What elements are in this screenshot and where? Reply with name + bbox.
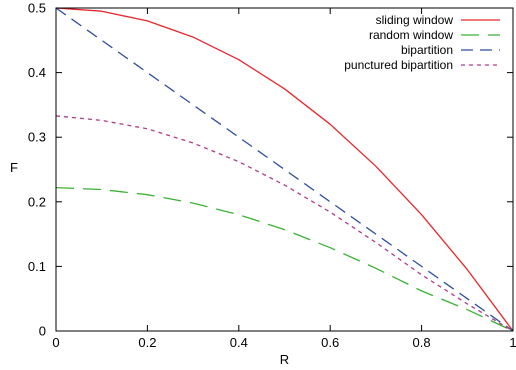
ticks-layer: 0 0.2 0.4 0.6 0.8 1 0 0.1 0.2 0.3 0.4 0.5	[28, 1, 516, 351]
legend-label: random window	[369, 28, 453, 42]
y-tick-label: 0	[39, 324, 46, 339]
x-tick-label: 0.2	[138, 335, 156, 350]
y-tick-label: 0.1	[28, 259, 46, 274]
x-tick-label: 0.6	[321, 335, 339, 350]
plot-frame	[55, 7, 514, 332]
x-axis-label: R	[280, 352, 289, 367]
series-line-punctured-bipartition	[55, 115, 514, 332]
series-line-bipartition	[55, 7, 514, 332]
y-tick-label: 0.5	[28, 1, 46, 16]
series-line-sliding-window	[55, 7, 514, 332]
x-tick-label: 0	[52, 335, 59, 350]
y-tick-label: 0.3	[28, 130, 46, 145]
x-tick-label: 0.4	[230, 335, 248, 350]
legend-label: punctured bipartition	[344, 58, 453, 72]
series-layer	[55, 7, 514, 332]
legend-label: sliding window	[376, 13, 454, 27]
series-line-random-window	[55, 186, 514, 332]
y-tick-label: 0.2	[28, 194, 46, 209]
x-tick-label: 0.8	[413, 335, 431, 350]
y-axis-label: F	[10, 160, 18, 175]
y-tick-label: 0.4	[28, 65, 46, 80]
legend-label: bipartition	[401, 43, 453, 57]
x-tick-label: 1	[509, 335, 516, 350]
